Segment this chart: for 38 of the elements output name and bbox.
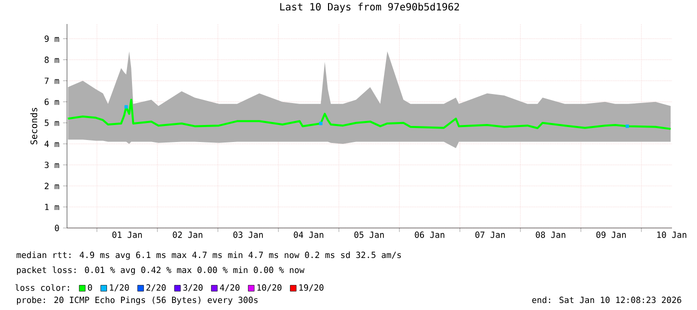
y-tick-label: 5 m [44, 120, 60, 126]
y-tick-label: 7 m [44, 78, 60, 84]
text: end: Sat Jan 10 12:08:23 2026 [532, 296, 682, 304]
x-tick-label: 10 Jan [657, 232, 686, 238]
x-tick-label: 03 Jan [233, 232, 263, 238]
text: median rtt: 4.9 ms avg 6.1 ms max 4.7 ms min 4.7 ms now 0.2 ms sd 32.5 am/s [16, 252, 401, 260]
x-tick-label: 06 Jan [414, 232, 444, 238]
x-tick-label: 08 Jan [536, 232, 566, 238]
y-tick-label: 2 m [44, 182, 60, 190]
text: probe: 20 ICMP Echo Pings (56 Bytes) every 300s [16, 296, 258, 305]
x-tick-label: 05 Jan [354, 232, 384, 238]
legend-label: 19/20 [299, 284, 324, 292]
y-tick-label: 4 m [44, 140, 60, 147]
legend-label: 0 [88, 284, 92, 291]
x-tick-label: 09 Jan [596, 232, 626, 238]
y-tick-label: 8 m [44, 56, 60, 63]
line-series [66, 98, 672, 130]
y-tick-label: 1 m [45, 204, 60, 210]
chart-title: Last 10 Days from 97e90b5d1962 [280, 2, 459, 12]
legend-label: 2/20 [146, 284, 166, 292]
x-tick-label: 04 Jan [294, 232, 324, 238]
legend-label: 3/20 [183, 284, 203, 292]
x-tick-label: 02 Jan [172, 232, 202, 238]
legend-label: 1/20 [110, 284, 129, 292]
legend-label: 10/20 [257, 284, 282, 292]
y-tick-label: 6 m [44, 98, 60, 106]
legend-label: 4/20 [220, 284, 240, 292]
legend-title: loss color: [15, 284, 69, 291]
y-tick-label: 9 m [44, 36, 60, 42]
y-axis-title: Seconds [30, 108, 38, 144]
text: packet loss: 0.01 % avg 0.42 % max 0.00 % min 0.00 % now [16, 266, 304, 275]
x-tick-label: 07 Jan [475, 232, 505, 238]
point [626, 124, 629, 128]
y-tick-label: 3 m [44, 162, 60, 168]
x-tick-label: 01 Jan [112, 232, 142, 238]
point [124, 105, 128, 109]
point [319, 122, 322, 126]
y-tick-label: 0 [54, 224, 59, 232]
